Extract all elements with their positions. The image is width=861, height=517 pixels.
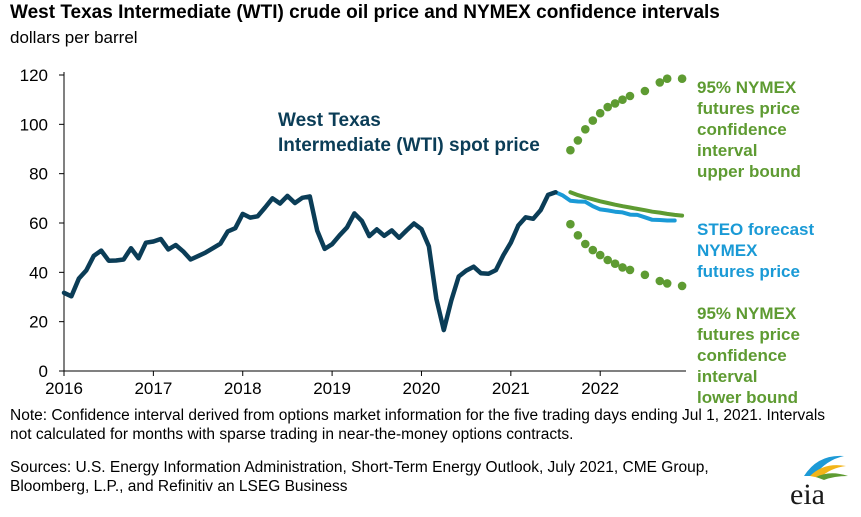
steo-series-label: futures price — [697, 262, 800, 281]
upper-bound-label: interval — [697, 141, 757, 160]
upper-bound-point — [625, 91, 635, 101]
y-tick-label: 120 — [20, 66, 48, 85]
y-tick-label: 60 — [29, 214, 48, 233]
upper-bound-point — [603, 102, 612, 112]
chart-note: Note: Confidence interval derived from o… — [10, 407, 826, 443]
chart-subtitle: dollars per barrel — [10, 28, 138, 47]
chart-title: West Texas Intermediate (WTI) crude oil … — [10, 2, 720, 23]
x-tick-label: 2018 — [224, 379, 262, 398]
chart-sources: Sources: U.S. Energy Information Adminis… — [10, 459, 709, 495]
lower-bound-label: futures price — [697, 325, 800, 344]
upper-bound-point — [573, 136, 583, 145]
steo-series-label: NYMEX — [697, 241, 758, 260]
lower-bound-point — [595, 250, 605, 260]
lower-bound-point — [655, 276, 665, 286]
y-tick-label: 80 — [29, 165, 48, 184]
eia-logo-icon — [804, 455, 848, 480]
y-tick-label: 100 — [20, 115, 48, 134]
upper-bound-label: upper bound — [697, 162, 801, 181]
lower-bound-point — [566, 219, 575, 229]
x-tick-label: 2020 — [403, 379, 441, 398]
lower-bound-label: confidence — [697, 346, 787, 365]
lower-bound-point — [581, 239, 590, 249]
upper-bound-label: confidence — [697, 120, 787, 139]
chart-canvas: 0 20 40 60 80 100 120 2016 2017 2018 2019 2020 2021 2… — [20, 66, 815, 405]
lower-bound-point — [610, 259, 620, 269]
upper-bound-point — [677, 74, 687, 83]
lower-bound-label: lower bound — [697, 388, 798, 405]
lower-bound-point — [640, 270, 650, 280]
y-tick-label: 0 — [39, 362, 48, 381]
x-tick-label: 2019 — [313, 379, 351, 398]
lower-bound-point — [603, 255, 612, 265]
upper-bound-point — [588, 116, 598, 125]
wti-series-label: West Texas — [278, 110, 381, 131]
upper-bound-point — [595, 108, 605, 118]
upper-bound-label: 95% NYMEX — [697, 78, 797, 97]
upper-bound-point — [566, 145, 575, 155]
x-tick-label: 2022 — [581, 379, 619, 398]
eia-logo-text: eia — [790, 478, 825, 511]
lower-bound-label: 95% NYMEX — [697, 304, 797, 323]
nymex-futures-line — [568, 190, 685, 218]
upper-bound-point — [618, 95, 627, 104]
y-tick-label: 20 — [29, 313, 48, 332]
steo-forecast-line — [546, 190, 677, 223]
upper-bound-point — [610, 99, 620, 108]
lower-bound-point — [588, 245, 598, 255]
upper-bound-label: futures price — [697, 99, 800, 118]
upper-bound-point — [655, 78, 665, 87]
x-tick-label: 2017 — [134, 379, 172, 398]
upper-bound-point — [640, 86, 650, 96]
upper-bound-point — [662, 74, 672, 83]
x-tick-label: 2016 — [45, 379, 83, 398]
lower-bound-point — [677, 281, 687, 291]
upper-bound-point — [581, 125, 590, 134]
lower-bound-point — [662, 279, 672, 288]
lower-bound-point — [573, 231, 583, 240]
lower-bound-label: interval — [697, 367, 757, 386]
lower-bound-point — [618, 263, 627, 272]
y-tick-label: 40 — [29, 263, 48, 282]
wti-spot-line — [61, 189, 558, 333]
x-tick-label: 2021 — [492, 379, 530, 398]
lower-bound-point — [625, 265, 635, 275]
steo-series-label: STEO forecast — [697, 220, 814, 239]
wti-series-label: Intermediate (WTI) spot price — [278, 135, 540, 156]
